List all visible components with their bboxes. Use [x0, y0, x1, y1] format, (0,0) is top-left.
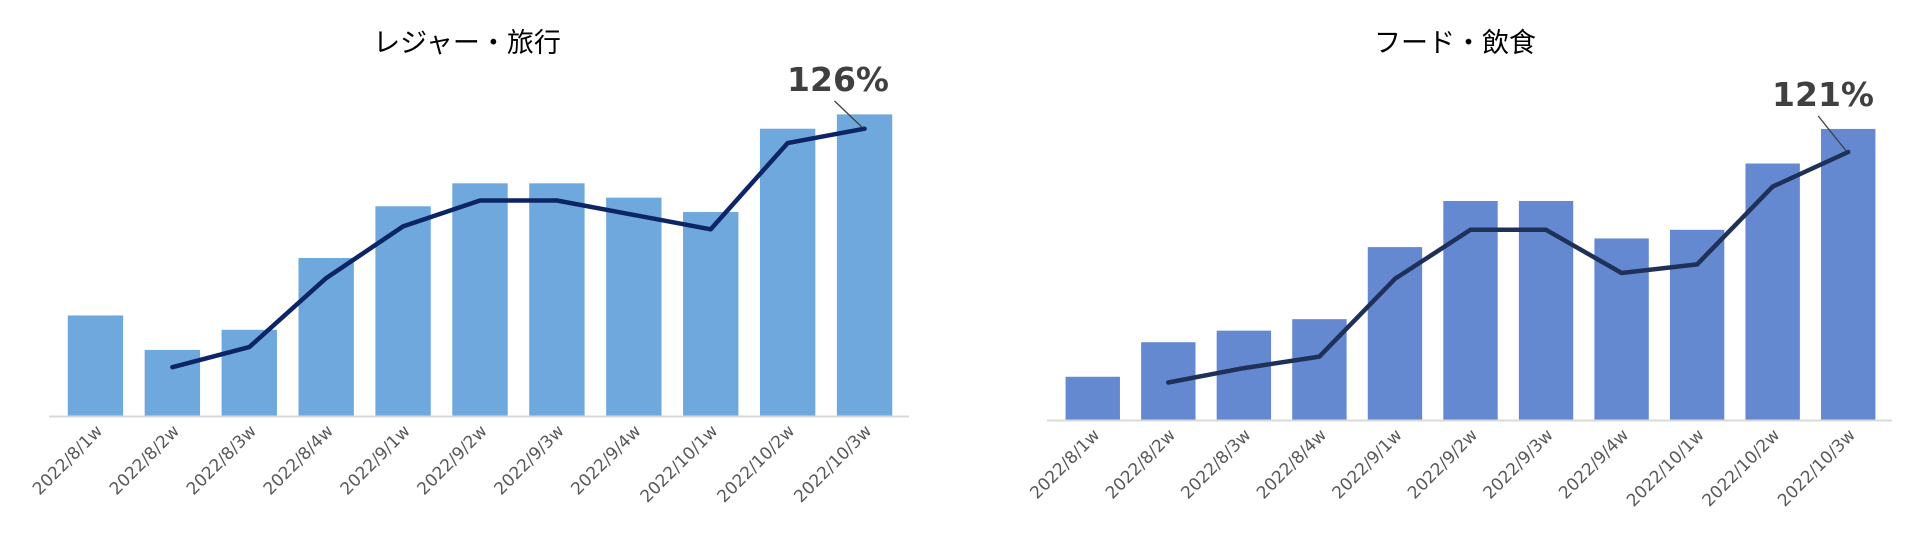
chart-2-line-point-5 [1392, 276, 1397, 281]
chart-1-callout-label: 126% [787, 60, 889, 99]
chart-2-bar-7 [1518, 200, 1574, 420]
chart-1-bar-9 [683, 212, 739, 416]
chart-2-bar-3 [1216, 330, 1272, 420]
chart-2-bar-10 [1745, 163, 1800, 420]
chart-1-tick-label-6: 2022/9/2w [414, 421, 492, 499]
chart-1-bar-10 [759, 128, 816, 416]
chart-2-tick-label-5: 2022/9/1w [1329, 425, 1407, 503]
chart-2-bar-5 [1367, 247, 1423, 420]
chart-2-line-point-8 [1619, 271, 1624, 276]
chart-1-tick-label-1: 2022/8/1w [29, 421, 107, 499]
chart-1-line-point-8 [631, 212, 636, 217]
chart-1-tick-label-2: 2022/8/2w [106, 421, 184, 499]
chart-1-line-point-2 [170, 365, 175, 370]
chart-1-callout-leader [834, 100, 863, 129]
chart-2-line-point-2 [1166, 380, 1171, 385]
chart-2-line-point-4 [1317, 354, 1322, 359]
chart-1-line-point-9 [708, 227, 713, 232]
chart-2-tick-label-9: 2022/10/1w [1623, 425, 1709, 511]
chart-1-tick-label-11: 2022/10/3w [790, 421, 876, 507]
chart-1-bar-11 [836, 114, 893, 416]
chart-1-bar-3 [221, 329, 277, 416]
chart-1-tick-label-5: 2022/9/1w [337, 421, 415, 499]
chart-2-callout-leader [1817, 115, 1847, 152]
chart-2-bar-8 [1594, 238, 1649, 420]
chart-2-line-point-11 [1846, 149, 1851, 154]
chart-2-bar-1 [1065, 376, 1120, 420]
chart-1-line-point-6 [478, 198, 482, 203]
chart-1-tick-label-9: 2022/10/1w [637, 421, 723, 507]
chart-2-callout-label: 121% [1772, 75, 1874, 114]
chart-2-title: フード・飲食 [1374, 28, 1536, 59]
chart-2-trend-line [1166, 149, 1851, 385]
chart-1-tick-label-4: 2022/8/4w [260, 421, 338, 499]
chart-1-trend-line [170, 126, 867, 370]
chart-1-bar-1 [67, 315, 124, 416]
chart-1-tick-label-10: 2022/10/2w [714, 421, 800, 507]
chart-2-tick-label-1: 2022/8/1w [1026, 425, 1104, 503]
chart-1-line-point-5 [401, 224, 406, 229]
chart-1-title: レジャー・旅行 [373, 28, 561, 59]
chart-1-line-point-7 [554, 198, 559, 203]
chart-1-tick-label-8: 2022/9/4w [567, 421, 645, 499]
chart-2-tick-label-2: 2022/8/2w [1102, 425, 1180, 503]
chart-2-line-point-7 [1544, 227, 1549, 232]
chart-1-bar-6 [452, 183, 508, 416]
chart-1-bar-7 [529, 183, 585, 416]
chart-2-line-point-10 [1770, 184, 1775, 189]
chart-1-line-point-10 [785, 141, 790, 146]
chart-1-bar-8 [606, 197, 662, 416]
chart-2-line-point-3 [1241, 366, 1246, 371]
chart-2-line-point-9 [1695, 262, 1700, 267]
chart-2-bar-9 [1669, 229, 1725, 420]
chart-2-tick-label-11: 2022/10/3w [1774, 425, 1860, 511]
chart-2-tick-label-6: 2022/9/2w [1404, 425, 1482, 503]
chart-1-line-point-3 [247, 345, 252, 350]
chart-1-tick-label-3: 2022/8/3w [183, 421, 261, 499]
chart-1-line-point-4 [324, 276, 329, 281]
chart-2-tick-label-8: 2022/9/4w [1555, 425, 1633, 503]
chart-2-tick-label-4: 2022/8/4w [1253, 425, 1331, 503]
chart-2-bar-11 [1821, 128, 1876, 420]
chart-2-line-point-6 [1468, 227, 1473, 232]
chart-1-tick-label-7: 2022/9/3w [490, 421, 568, 499]
chart-1-bar-4 [298, 258, 354, 416]
chart-2-tick-label-3: 2022/8/3w [1177, 425, 1255, 503]
chart-1-line-point-11 [862, 126, 867, 131]
chart-2-tick-label-7: 2022/9/3w [1480, 425, 1558, 503]
chart-2-tick-label-10: 2022/10/2w [1699, 425, 1785, 511]
chart-2-bar-6 [1443, 200, 1498, 420]
